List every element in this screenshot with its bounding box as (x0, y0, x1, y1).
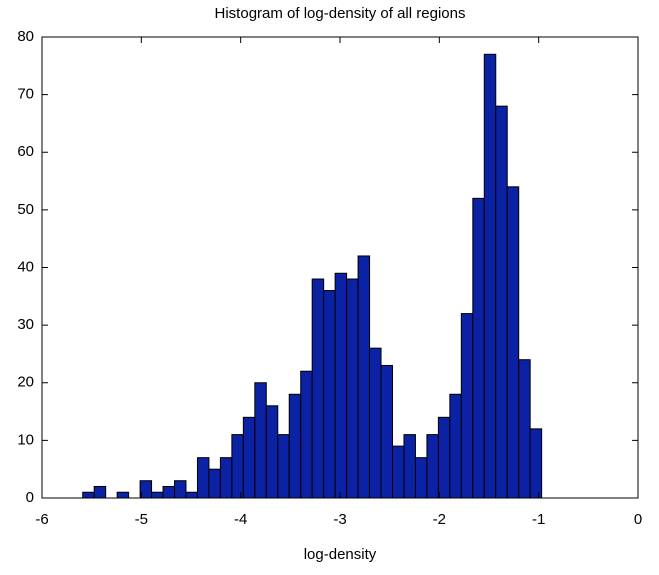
bar (380, 364, 393, 499)
x-tick-label: 0 (634, 511, 642, 528)
bar (334, 272, 348, 499)
bar (254, 382, 267, 499)
y-tick-label: 30 (17, 316, 34, 333)
bar (208, 468, 221, 499)
y-tick-label: 0 (26, 489, 34, 506)
bar (162, 485, 176, 499)
bar (116, 491, 130, 499)
bar (506, 186, 520, 499)
x-tick-label: -1 (532, 511, 545, 528)
bar (518, 359, 531, 499)
y-tick-label: 70 (17, 86, 34, 103)
bar (323, 290, 336, 499)
x-tick-label: -6 (35, 511, 48, 528)
bar (391, 445, 405, 499)
bar (185, 491, 198, 499)
bar (174, 480, 187, 499)
y-tick-label: 60 (17, 143, 34, 160)
x-axis-label: log-density (304, 546, 377, 563)
bar (437, 416, 451, 499)
bar (219, 457, 233, 499)
x-tick-label: -4 (234, 511, 247, 528)
bar (93, 485, 107, 499)
bar (82, 491, 95, 499)
bar (449, 393, 462, 499)
y-tick-label: 50 (17, 201, 34, 218)
bar (472, 197, 485, 499)
x-tick-label: -2 (433, 511, 446, 528)
bar (495, 105, 508, 499)
bar (369, 347, 382, 499)
bar (277, 434, 290, 499)
bar (151, 491, 164, 499)
x-tick-label: -3 (333, 511, 346, 528)
bar (288, 393, 302, 499)
bar (242, 416, 256, 499)
bar (403, 434, 416, 499)
bar (346, 278, 359, 499)
y-tick-label: 40 (17, 258, 34, 275)
bar (265, 405, 279, 499)
bar (460, 313, 474, 499)
x-tick-label: -5 (135, 511, 148, 528)
y-tick-label: 20 (17, 374, 34, 391)
bar (196, 457, 210, 499)
bar (357, 255, 371, 499)
y-tick-label: 10 (17, 431, 34, 448)
bar (414, 457, 428, 499)
bar (483, 53, 497, 499)
bar (529, 428, 543, 499)
bar (426, 434, 439, 499)
chart-title: Histogram of log-density of all regions (215, 5, 466, 22)
bar (300, 370, 313, 499)
bar (311, 278, 325, 499)
bar (231, 434, 244, 499)
y-tick-label: 80 (17, 28, 34, 45)
